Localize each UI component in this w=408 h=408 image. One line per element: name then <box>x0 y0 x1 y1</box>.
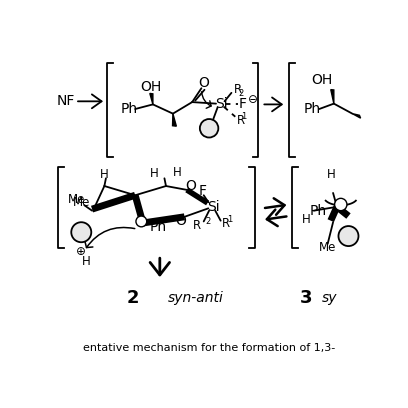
Circle shape <box>136 216 147 227</box>
Text: R: R <box>222 217 230 230</box>
Text: Ph: Ph <box>120 102 137 116</box>
Text: 1: 1 <box>227 215 232 224</box>
Circle shape <box>200 119 218 137</box>
Circle shape <box>339 226 359 246</box>
Text: H: H <box>150 167 159 180</box>
Text: ⊖: ⊖ <box>248 93 258 106</box>
Text: syn-anti: syn-anti <box>168 290 224 305</box>
Text: O: O <box>175 214 186 228</box>
Text: Me: Me <box>319 241 336 254</box>
Text: Si: Si <box>215 97 228 111</box>
Text: NF: NF <box>57 94 75 108</box>
Polygon shape <box>173 114 176 126</box>
Text: R: R <box>344 230 353 243</box>
Text: 2: 2 <box>238 89 244 98</box>
Polygon shape <box>150 93 153 104</box>
Text: R: R <box>77 226 85 239</box>
Text: H: H <box>100 168 109 181</box>
Text: O: O <box>198 76 209 90</box>
Text: H: H <box>173 166 181 180</box>
Text: F: F <box>239 97 247 111</box>
Text: Ph: Ph <box>310 204 327 217</box>
Text: 1: 1 <box>242 112 247 121</box>
Text: −: − <box>137 216 146 226</box>
Text: R: R <box>193 219 201 232</box>
Text: H: H <box>82 255 90 268</box>
Text: OH: OH <box>311 73 332 87</box>
Text: Ph: Ph <box>304 102 321 116</box>
Text: O: O <box>185 179 196 193</box>
Text: −: − <box>336 200 345 209</box>
Text: ⊕: ⊕ <box>76 245 86 258</box>
Text: R: R <box>237 114 245 127</box>
Polygon shape <box>353 114 361 118</box>
Circle shape <box>335 198 347 211</box>
Text: H: H <box>302 213 310 226</box>
Circle shape <box>71 222 91 242</box>
Text: Ph: Ph <box>150 220 167 234</box>
Text: 3: 3 <box>300 289 313 307</box>
Text: Si: Si <box>206 200 219 214</box>
Text: Me: Me <box>73 197 90 209</box>
Text: Me: Me <box>67 193 85 206</box>
Text: F: F <box>198 184 206 198</box>
Text: 2: 2 <box>126 289 139 307</box>
Text: OH: OH <box>141 80 162 95</box>
Text: sy: sy <box>322 290 337 305</box>
Text: 2: 2 <box>205 217 211 226</box>
Text: R: R <box>234 83 242 96</box>
Text: entative mechanism for the formation of 1,3-: entative mechanism for the formation of … <box>83 343 335 353</box>
Text: H: H <box>327 168 336 181</box>
Polygon shape <box>331 90 334 104</box>
Text: R: R <box>205 122 213 135</box>
